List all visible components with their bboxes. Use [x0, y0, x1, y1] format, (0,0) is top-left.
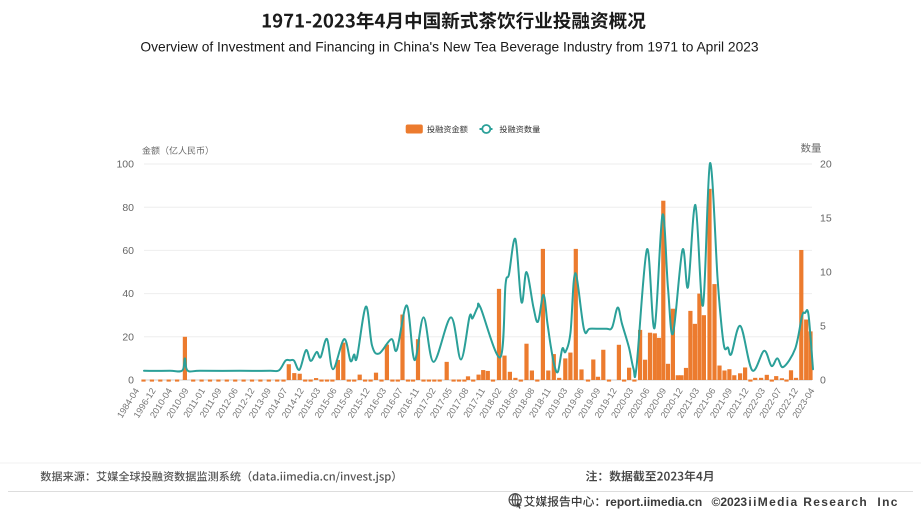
- svg-text:10: 10: [820, 267, 832, 279]
- svg-text:80: 80: [122, 202, 134, 214]
- svg-text:0: 0: [128, 375, 134, 387]
- svg-text:report.iimedia.cn: report.iimedia.cn: [606, 495, 703, 509]
- svg-text:40: 40: [122, 288, 134, 300]
- svg-text:5: 5: [820, 321, 826, 333]
- svg-text:15: 15: [820, 213, 832, 225]
- svg-text:iiMedia Research Inc: iiMedia Research Inc: [748, 495, 898, 509]
- svg-text:20: 20: [122, 331, 134, 343]
- svg-text:100: 100: [116, 159, 134, 171]
- svg-text:Overview of Investment and Fin: Overview of Investment and Financing in …: [140, 40, 759, 55]
- svg-text:60: 60: [122, 245, 134, 257]
- svg-text:©2023: ©2023: [712, 495, 748, 509]
- svg-text:0: 0: [820, 375, 826, 387]
- svg-text:20: 20: [820, 159, 832, 171]
